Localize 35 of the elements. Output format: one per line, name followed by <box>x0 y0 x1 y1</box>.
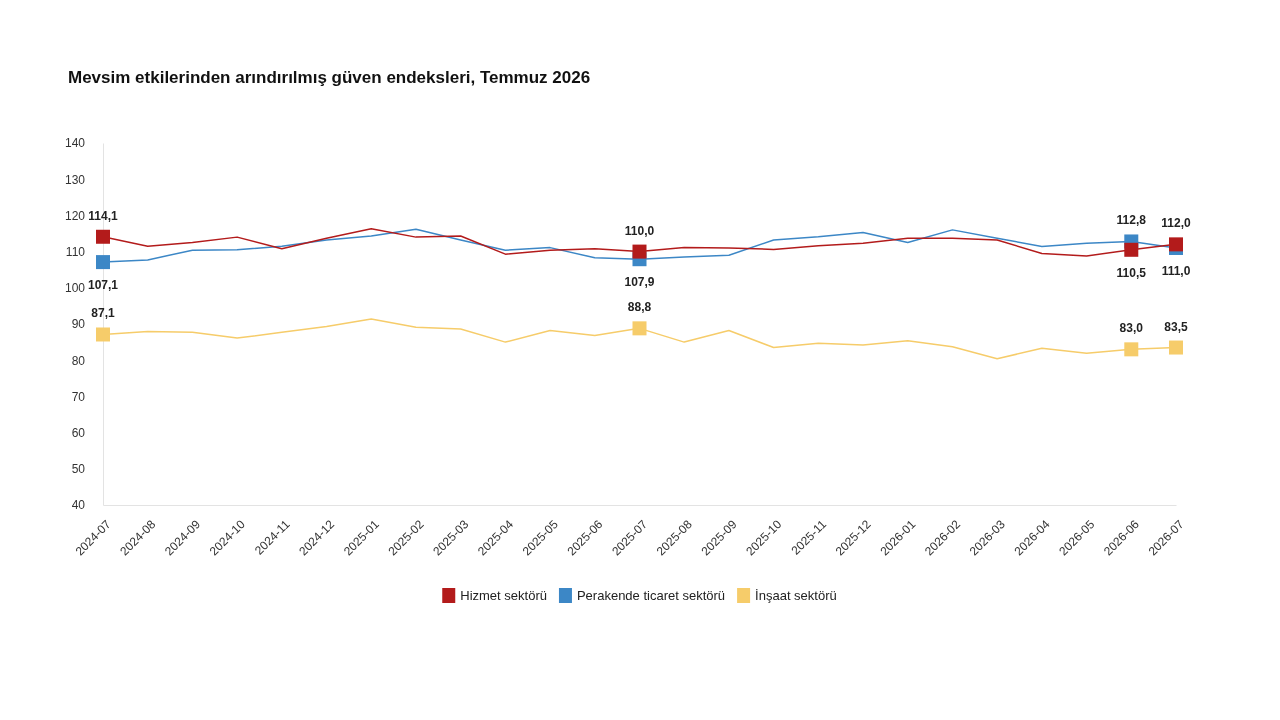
data-label: 107,1 <box>87 278 119 293</box>
y-tick-label: 60 <box>71 425 86 440</box>
point <box>632 244 647 259</box>
point <box>1169 340 1183 355</box>
y-tick-label: 110 <box>65 244 86 259</box>
y-tick-label: 90 <box>71 317 86 332</box>
point <box>1124 342 1139 357</box>
data-label: 112,8 <box>1116 213 1147 228</box>
y-tick-label: 130 <box>64 172 86 187</box>
data-label: 110,5 <box>1116 265 1147 280</box>
chart-title: Mevsim etkilerinden arındırılmış güven endeksleri, Temmuz 2026 <box>68 68 591 87</box>
y-tick-label: 100 <box>64 281 86 296</box>
y-tick-label: 140 <box>64 136 86 151</box>
point <box>96 327 110 342</box>
point <box>1124 242 1139 257</box>
legend-label: Hizmet sektörü <box>460 588 547 603</box>
data-label: 112,0 <box>1161 216 1192 231</box>
data-label: 83,0 <box>1119 321 1144 336</box>
point <box>632 321 647 336</box>
y-tick-label: 120 <box>64 208 86 223</box>
data-label: 110,0 <box>624 223 655 238</box>
legend-label: İnşaat sektörü <box>755 588 837 603</box>
data-label: 114,1 <box>88 208 119 223</box>
data-label: 107,9 <box>624 275 655 290</box>
legend-label: Perakende ticaret sektörü <box>576 588 726 603</box>
point <box>96 255 110 270</box>
data-label: 88,8 <box>627 300 652 315</box>
y-tick-label: 70 <box>71 389 86 404</box>
data-label: 111,0 <box>1161 263 1191 278</box>
y-tick-label: 40 <box>71 498 86 513</box>
data-label: 83,5 <box>1164 319 1188 334</box>
y-tick-label: 50 <box>71 462 86 477</box>
data-label: 87,1 <box>91 306 115 321</box>
point <box>96 229 110 244</box>
y-tick-label: 80 <box>71 353 86 368</box>
